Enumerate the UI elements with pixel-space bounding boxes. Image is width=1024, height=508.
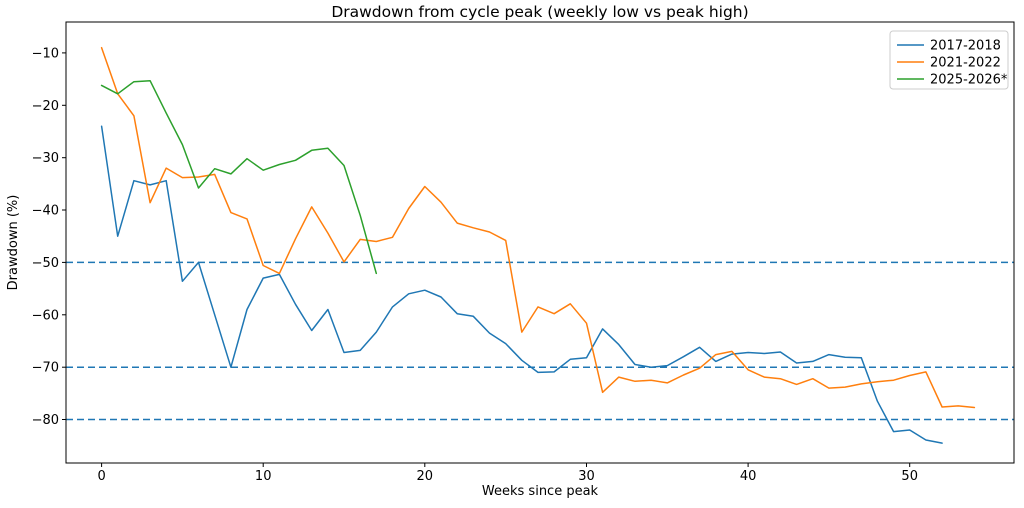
- series-line-2025-2026*: [100, 79, 378, 275]
- axis-ticks: 0 10 20 30 40 50 −10 −20 −30 −40 −50 −60 −70 −80: [32, 46, 918, 484]
- x-axis-label: Weeks since peak: [482, 484, 599, 499]
- chart-title: Drawdown from cycle peak (weekly low vs …: [331, 3, 748, 21]
- y-tick-label: −70: [32, 361, 59, 376]
- y-tick-label: −30: [32, 151, 59, 166]
- y-tick-label: −80: [32, 413, 59, 428]
- legend-label: 2025-2026*: [930, 73, 1008, 88]
- x-tick-label: 30: [578, 469, 595, 484]
- legend-label: 2021-2022: [930, 56, 1001, 71]
- legend-label: 2017-2018: [930, 39, 1001, 54]
- x-tick-label: 50: [901, 469, 918, 484]
- series-line-2017-2018: [100, 125, 943, 444]
- y-tick-label: −40: [32, 204, 59, 219]
- y-tick-label: −60: [32, 308, 59, 323]
- y-tick-label: −50: [32, 256, 59, 271]
- x-tick-label: 40: [740, 469, 757, 484]
- series-lines: [100, 46, 976, 444]
- x-tick-label: 0: [97, 469, 105, 484]
- x-tick-label: 20: [417, 469, 434, 484]
- legend: 2017-2018 2021-2022 2025-2026*: [889, 30, 1009, 90]
- y-axis-label: Drawdown (%): [6, 195, 21, 291]
- y-tick-label: −20: [32, 99, 59, 114]
- y-tick-label: −10: [32, 46, 59, 61]
- x-tick-label: 10: [255, 469, 272, 484]
- threshold-lines: [66, 261, 1014, 421]
- axes-spines: [65, 21, 1015, 464]
- series-line-2021-2022: [100, 46, 976, 409]
